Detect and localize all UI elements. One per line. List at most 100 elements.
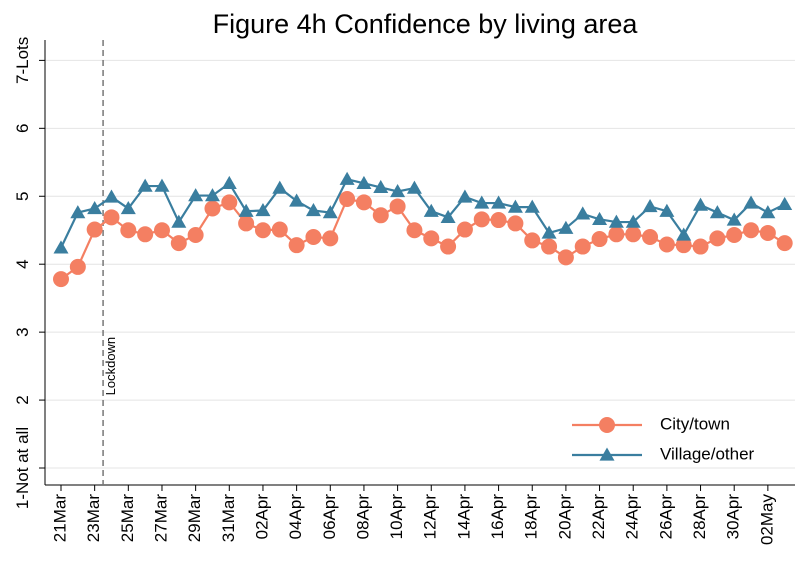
x-tick-label: 12Apr	[421, 494, 440, 540]
data-point	[271, 221, 288, 238]
data-point	[524, 199, 540, 213]
data-point	[473, 211, 490, 228]
data-point	[776, 235, 793, 252]
x-tick-label: 21Mar	[50, 494, 69, 543]
data-point	[69, 258, 86, 275]
data-point	[440, 209, 456, 223]
data-point	[743, 195, 759, 209]
data-point	[373, 179, 389, 194]
data-point	[726, 212, 742, 226]
data-point	[289, 193, 305, 207]
data-point	[322, 230, 339, 247]
data-point	[87, 200, 103, 215]
x-tick-label: 23Mar	[84, 494, 103, 543]
data-point	[591, 231, 608, 248]
data-point	[777, 196, 793, 211]
data-point	[137, 226, 154, 243]
data-point	[389, 198, 406, 215]
data-point	[339, 190, 356, 207]
data-point	[592, 211, 608, 225]
data-point	[541, 238, 558, 255]
data-point	[574, 238, 591, 255]
x-tick-label: 30Apr	[724, 494, 743, 540]
data-point	[423, 230, 440, 247]
x-tick-label: 14Apr	[454, 494, 473, 540]
data-point	[372, 207, 389, 224]
data-point	[507, 215, 524, 232]
data-point	[709, 205, 725, 219]
x-tick-label: 16Apr	[488, 494, 507, 540]
data-point	[221, 175, 237, 189]
data-point	[541, 225, 557, 239]
data-point	[238, 215, 255, 232]
data-point	[255, 203, 271, 217]
y-tick-label: 4	[13, 259, 32, 268]
data-point	[659, 203, 675, 217]
data-point	[170, 235, 187, 252]
data-point	[53, 240, 69, 254]
x-tick-label: 31Mar	[219, 494, 238, 543]
data-point	[608, 214, 624, 228]
data-point	[70, 205, 86, 219]
data-point	[658, 236, 675, 253]
x-tick-label: 28Apr	[690, 494, 709, 540]
legend-label: City/town	[660, 414, 730, 433]
data-point	[305, 203, 321, 217]
data-point	[390, 184, 406, 198]
data-point	[204, 188, 220, 202]
data-point	[103, 209, 120, 226]
data-point	[86, 221, 103, 238]
data-point	[254, 222, 271, 239]
x-tick-label: 08Apr	[353, 494, 372, 540]
data-point	[440, 238, 457, 255]
data-point	[288, 237, 305, 254]
data-point	[356, 175, 372, 189]
data-point	[760, 205, 776, 219]
x-tick-label: 24Apr	[623, 494, 642, 540]
data-point	[204, 200, 221, 217]
data-point	[675, 237, 692, 254]
data-point	[103, 189, 119, 203]
data-point	[423, 203, 439, 217]
data-point	[238, 203, 254, 217]
x-tick-label: 18Apr	[522, 494, 541, 540]
data-point	[171, 214, 187, 228]
data-point	[120, 222, 137, 239]
y-tick-label: 5	[13, 192, 32, 201]
legend-marker	[599, 447, 615, 461]
y-tick-label: 7-Lots	[13, 37, 32, 84]
data-point	[625, 214, 641, 228]
x-tick-label: 27Mar	[151, 494, 170, 543]
x-tick-label: 06Apr	[320, 494, 339, 540]
data-point	[339, 171, 355, 185]
x-tick-label: 29Mar	[185, 494, 204, 543]
y-tick-label: 2	[13, 395, 32, 404]
data-point	[120, 200, 136, 215]
data-point	[692, 238, 709, 255]
series-line	[60, 197, 786, 281]
data-point	[153, 222, 170, 239]
data-point	[608, 226, 625, 243]
data-point	[456, 221, 473, 238]
data-point	[154, 178, 170, 192]
x-tick-label: 04Apr	[286, 494, 305, 540]
legend-marker	[599, 417, 615, 433]
annotation: Lockdown	[103, 337, 118, 396]
data-point	[490, 212, 507, 229]
x-tick-label: 20Apr	[555, 494, 574, 540]
data-point	[642, 198, 658, 213]
y-tick-label: 6	[13, 124, 32, 133]
data-point	[557, 249, 574, 266]
data-point	[457, 189, 473, 203]
data-point	[507, 199, 523, 213]
data-point	[491, 195, 507, 209]
x-tick-label: 02Apr	[252, 494, 271, 540]
data-point	[625, 226, 642, 243]
data-point	[709, 230, 726, 247]
legend-label: Village/other	[660, 444, 755, 463]
data-point	[406, 222, 423, 239]
x-tick-label: 26Apr	[656, 494, 675, 540]
data-point	[221, 194, 238, 211]
